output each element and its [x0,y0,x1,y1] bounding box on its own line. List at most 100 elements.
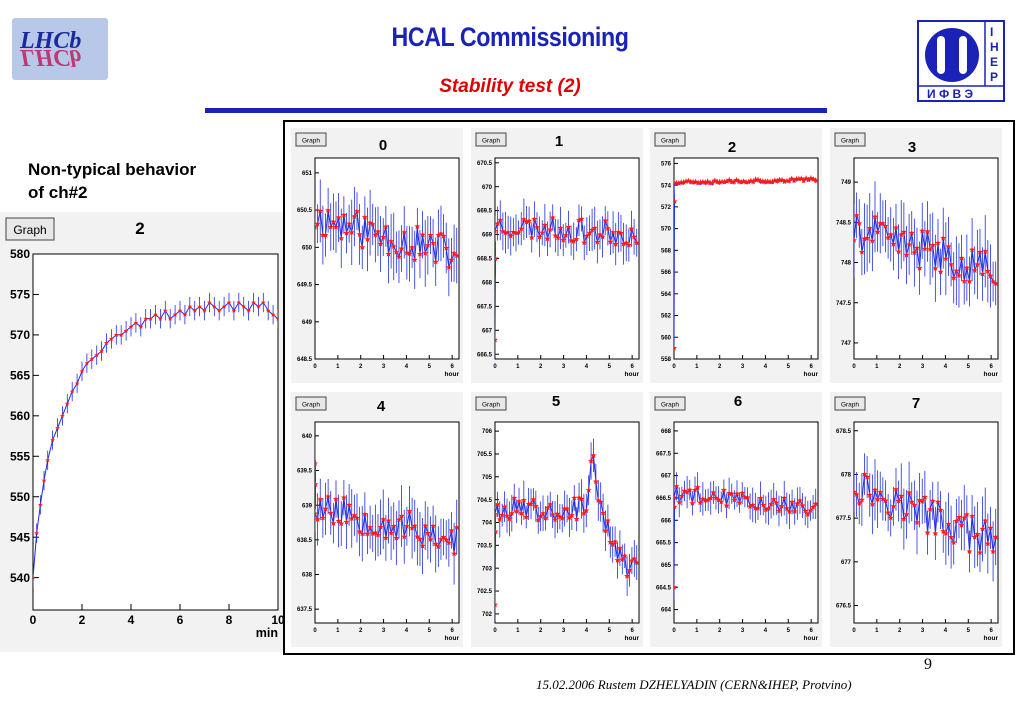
y-tick-label: 702.5 [477,589,493,595]
y-tick-label: 704 [482,521,493,527]
plot-frame [673,421,819,624]
chart-pad-ch0: Graph 0 0 1 2 3 4 5 6 648.5 649 649.5 650 650.5 651 hou… [291,128,463,383]
data-point [395,516,403,523]
data-point [854,491,860,498]
data-point [398,512,405,519]
data-point [694,179,702,186]
chart-pad-ch3: Graph 3 0 1 2 3 4 5 6 747 747.5 748 748.5 749 hour [830,128,1002,383]
channel-grid: Graph 00 1 2 3 4 5 6648.5649649.5650650.5651hou… [283,120,1015,655]
data-point [503,512,511,519]
side-note: Non-typical behavior of ch#2 [28,158,268,204]
data-point [315,460,319,467]
data-point [779,176,786,183]
data-point [924,228,931,235]
data-point [628,225,635,232]
data-point [900,515,907,522]
data-point [506,515,513,522]
data-point [760,501,767,508]
data-point [432,540,439,547]
chart-pad-ch7: Graph 7 0 1 2 3 4 5 6 676.5 677 677.5 678 678.5 hour [830,392,1002,647]
data-point [451,550,458,557]
data-point [856,500,863,507]
data-point [547,226,554,233]
x-tick-label: 0 [313,364,317,370]
data-series [315,439,459,585]
data-point [251,299,256,305]
y-tick-label: 550 [10,490,30,504]
data-point [607,538,614,545]
data-point [932,530,939,537]
data-point [564,505,571,512]
y-tick-label: 705.5 [477,452,493,458]
x-tick-label: 6 [450,628,454,634]
data-point [747,503,754,510]
data-point [803,175,810,182]
x-tick-label: 6 [630,628,634,634]
y-tick-label: 747.5 [836,301,852,307]
data-point [359,530,366,537]
y-tick-label: 668 [661,429,672,435]
data-point [539,229,546,236]
data-point [969,246,976,253]
y-tick-label: 668.5 [477,257,493,263]
data-point [743,178,750,185]
data-point [966,548,973,555]
data-point [552,232,559,239]
x-tick-label: 4 [764,364,768,370]
data-point [527,500,535,507]
data-point [802,507,809,514]
data-point [541,221,548,228]
y-tick-label: 706 [482,429,493,435]
data-point [697,499,704,506]
data-point [554,234,562,241]
data-point [192,308,198,313]
data-point [108,336,114,342]
x-tick-label: 4 [405,628,409,634]
data-point [549,511,556,518]
data-point [676,499,683,505]
data-point [499,511,506,518]
data-point [877,220,884,226]
data-point [755,176,762,183]
data-point [406,507,413,514]
y-tick-label: 637.5 [297,607,313,613]
data-point [971,267,978,273]
data-point [773,499,780,506]
data-point [984,267,991,274]
data-point [916,497,923,503]
y-tick-label: 667.5 [656,451,672,457]
data-point [885,509,892,516]
x-tick-label: 6 [630,364,634,370]
data-point [202,308,207,313]
data-point [236,299,242,305]
data-point [707,494,714,501]
y-tick-label: 649.5 [297,283,313,289]
data-point [781,494,788,501]
data-point [348,229,355,235]
data-point [626,567,633,573]
pad-label: 6 [734,393,742,410]
y-tick-label: 748 [841,261,852,267]
data-point [709,179,716,186]
data-point [736,499,743,506]
data-point [674,494,678,501]
data-point [624,572,631,579]
x-tick-label: 6 [450,364,454,370]
data-point [898,492,905,499]
y-tick-label: 678.5 [836,429,852,435]
data-point [416,535,424,542]
y-tick-label: 667.5 [477,304,493,310]
data-point [731,178,738,185]
data-point [969,512,976,519]
x-tick-label: 4 [585,628,589,634]
data-point [982,517,989,524]
data-point [575,217,583,223]
data-point [612,240,619,247]
data-point [592,478,599,485]
data-point [810,175,817,182]
x-tick-label: 1 [695,628,699,634]
data-point [752,504,759,511]
ihep-logo-cyrillic: И Ф В Э [927,87,974,101]
data-point [704,178,711,185]
data-point [416,250,424,257]
